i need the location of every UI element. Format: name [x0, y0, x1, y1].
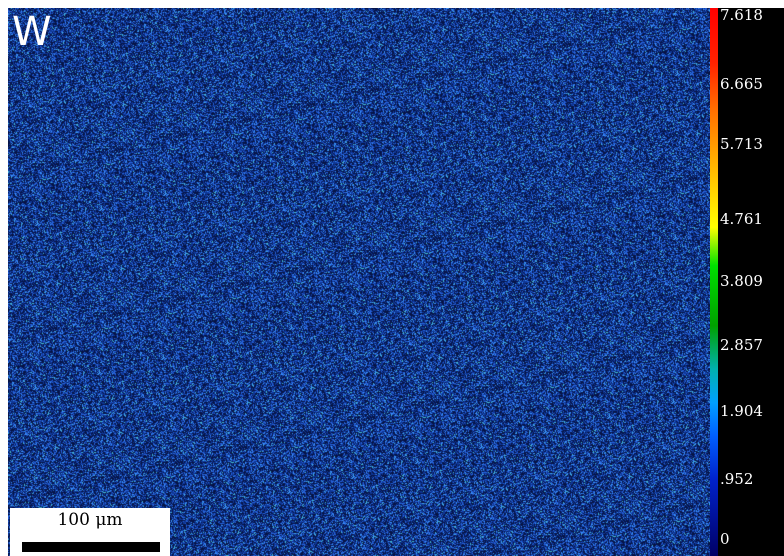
elemental-map: W: [8, 8, 710, 556]
colorbar-tick-7: .952: [720, 472, 753, 487]
colorbar-tick-8: 0: [720, 532, 730, 547]
colorbar-tick-6: 1.904: [720, 404, 763, 419]
colorbar-tick-2: 5.713: [720, 137, 763, 152]
element-label: W: [12, 12, 52, 52]
colorbar-tick-0: 7.618: [720, 8, 763, 23]
scale-bar-label: 100 μm: [10, 510, 170, 530]
scale-bar: 100 μm: [10, 508, 170, 556]
scale-bar-line: [22, 542, 160, 552]
colorbar-tick-3: 4.761: [720, 212, 763, 227]
map-noise-texture: [8, 8, 710, 556]
colorbar-tick-1: 6.665: [720, 77, 763, 92]
colorbar-tick-4: 3.809: [720, 274, 763, 289]
colorbar-gradient: [710, 8, 718, 556]
colorbar-tick-5: 2.857: [720, 338, 763, 353]
